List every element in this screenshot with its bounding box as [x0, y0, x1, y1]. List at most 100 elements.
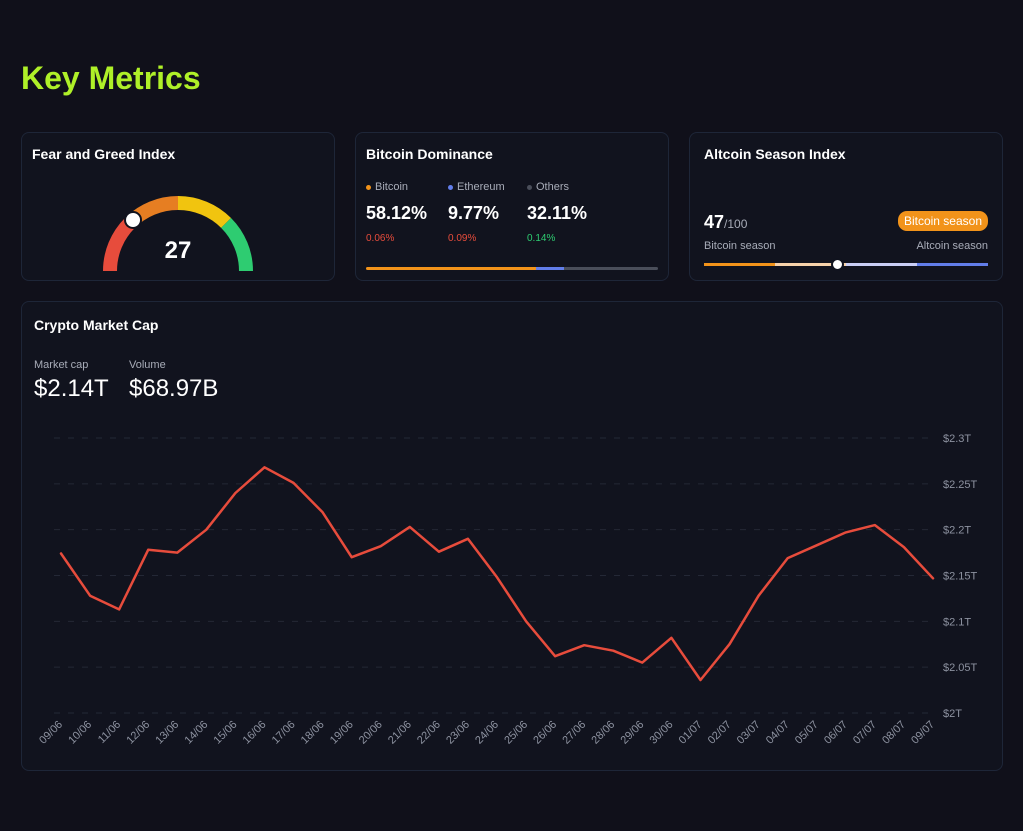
- altcoin-season-label: Altcoin season: [916, 240, 988, 252]
- dominance-others: Others 32.11% 0.14%: [527, 180, 587, 244]
- market-cap-point[interactable]: [464, 535, 472, 543]
- volume-stat: Volume $68.97B: [129, 359, 218, 403]
- y-tick-label: $2.05T: [943, 662, 978, 674]
- altcoin-track-segment: [704, 263, 775, 266]
- altcoin-track-segment: [846, 263, 917, 266]
- market-cap-point[interactable]: [319, 508, 327, 516]
- market-cap-point[interactable]: [667, 634, 675, 642]
- market-cap-point[interactable]: [609, 647, 617, 655]
- market-cap-point[interactable]: [144, 546, 152, 554]
- y-tick-label: $2.2T: [943, 525, 971, 537]
- x-tick-label: 25/06: [502, 719, 530, 747]
- x-tick-label: 18/06: [299, 719, 327, 747]
- dominance-bar-segment: [366, 267, 536, 270]
- market-cap-point[interactable]: [638, 659, 646, 667]
- dominance-ethereum: Ethereum 9.77% 0.09%: [448, 180, 505, 244]
- altcoin-track-segment: [775, 263, 846, 266]
- market-cap-line: [59, 466, 935, 682]
- market-cap-point[interactable]: [755, 592, 763, 600]
- bitcoin-season-label: Bitcoin season: [704, 240, 776, 252]
- x-tick-label: 15/06: [212, 719, 240, 747]
- market-cap-point[interactable]: [202, 526, 210, 534]
- ethereum-dot-icon: [448, 184, 453, 190]
- x-tick-label: 03/07: [735, 719, 763, 747]
- x-tick-label: 05/07: [793, 719, 821, 747]
- gauge-segment: [103, 217, 136, 272]
- altcoin-score: 47/100: [704, 212, 747, 233]
- gauge-segment: [220, 217, 253, 272]
- market-cap-value: $2.14T: [34, 375, 109, 402]
- dominance-value: 32.11%: [527, 203, 588, 223]
- volume-label: Volume: [129, 359, 166, 371]
- fear-greed-gauge: [103, 196, 253, 272]
- market-cap-point[interactable]: [871, 521, 879, 529]
- bitcoin-dominance-card: Bitcoin Dominance Bitcoin 58.12% 0.06% E…: [355, 132, 669, 281]
- x-tick-label: 13/06: [153, 719, 181, 747]
- dominance-label: Others: [536, 181, 570, 193]
- x-tick-label: 09/06: [37, 719, 65, 747]
- dominance-bar-segment: [535, 267, 565, 270]
- dominance-change: 0.09%: [448, 233, 477, 244]
- market-cap-point[interactable]: [57, 550, 65, 558]
- market-cap-point[interactable]: [406, 523, 414, 531]
- market-cap-point[interactable]: [377, 542, 385, 550]
- altcoin-season-slider: [704, 258, 988, 271]
- market-cap-point[interactable]: [813, 541, 821, 549]
- x-tick-label: 01/07: [677, 719, 705, 747]
- x-tick-label: 07/07: [851, 719, 879, 747]
- bitcoin-dot-icon: [366, 184, 371, 190]
- x-tick-label: 23/06: [444, 719, 472, 747]
- x-tick-label: 10/06: [66, 719, 94, 747]
- market-cap-point[interactable]: [435, 548, 443, 556]
- x-tick-label: 30/06: [648, 719, 676, 747]
- dominance-label: Bitcoin: [375, 181, 409, 193]
- altcoin-season-title: Altcoin Season Index: [704, 146, 846, 162]
- altcoin-score-max: /100: [724, 217, 748, 231]
- market-cap-point[interactable]: [348, 553, 356, 561]
- market-cap-stat: Market cap $2.14T: [34, 359, 109, 403]
- market-cap-point[interactable]: [726, 640, 734, 648]
- market-cap-point[interactable]: [784, 554, 792, 562]
- market-cap-point[interactable]: [696, 676, 704, 684]
- market-cap-point[interactable]: [173, 549, 181, 557]
- market-cap-point[interactable]: [929, 574, 937, 582]
- dominance-label: Ethereum: [457, 181, 505, 193]
- x-tick-label: 11/06: [96, 719, 123, 746]
- market-cap-point[interactable]: [260, 463, 268, 471]
- market-cap-point[interactable]: [86, 592, 94, 600]
- x-tick-label: 22/06: [415, 719, 443, 747]
- x-tick-label: 04/07: [764, 719, 792, 747]
- y-tick-label: $2T: [943, 708, 962, 720]
- market-cap-point[interactable]: [290, 479, 298, 487]
- x-tick-label: 26/06: [531, 719, 559, 747]
- fear-greed-card: Fear and Greed Index 27: [21, 132, 335, 281]
- volume-value: $68.97B: [129, 375, 219, 402]
- market-cap-point[interactable]: [900, 543, 908, 551]
- gauge-segment: [177, 196, 232, 229]
- x-tick-label: 17/06: [270, 719, 298, 747]
- market-cap-point[interactable]: [522, 617, 530, 625]
- market-cap-point[interactable]: [551, 652, 559, 660]
- x-tick-label: 12/06: [124, 719, 152, 747]
- market-cap-point[interactable]: [231, 489, 239, 497]
- altcoin-track-segment: [917, 263, 988, 266]
- x-tick-label: 06/07: [822, 719, 850, 747]
- x-tick-label: 16/06: [241, 719, 269, 747]
- y-tick-label: $2.15T: [943, 571, 978, 583]
- dominance-change: 0.14%: [527, 233, 556, 244]
- x-tick-label: 14/06: [183, 719, 211, 747]
- x-tick-label: 02/07: [706, 719, 734, 747]
- dominance-change: 0.06%: [366, 233, 395, 244]
- bitcoin-dominance-title: Bitcoin Dominance: [366, 146, 493, 162]
- market-cap-chart[interactable]: $2.3T $2.25T $2.2T $2.15T $2.1T $2.05T $2T 09/0…: [22, 302, 1002, 770]
- fear-greed-title: Fear and Greed Index: [32, 146, 176, 162]
- altcoin-score-value: 47: [704, 212, 725, 232]
- market-cap-point[interactable]: [842, 528, 850, 536]
- market-cap-point[interactable]: [493, 573, 501, 581]
- market-cap-point[interactable]: [115, 605, 123, 613]
- market-cap-point[interactable]: [580, 641, 588, 649]
- market-cap-title: Crypto Market Cap: [34, 317, 159, 333]
- x-tick-label: 19/06: [328, 719, 356, 747]
- dominance-bar-segment: [564, 267, 658, 270]
- dominance-bitcoin: Bitcoin 58.12% 0.06%: [366, 180, 427, 244]
